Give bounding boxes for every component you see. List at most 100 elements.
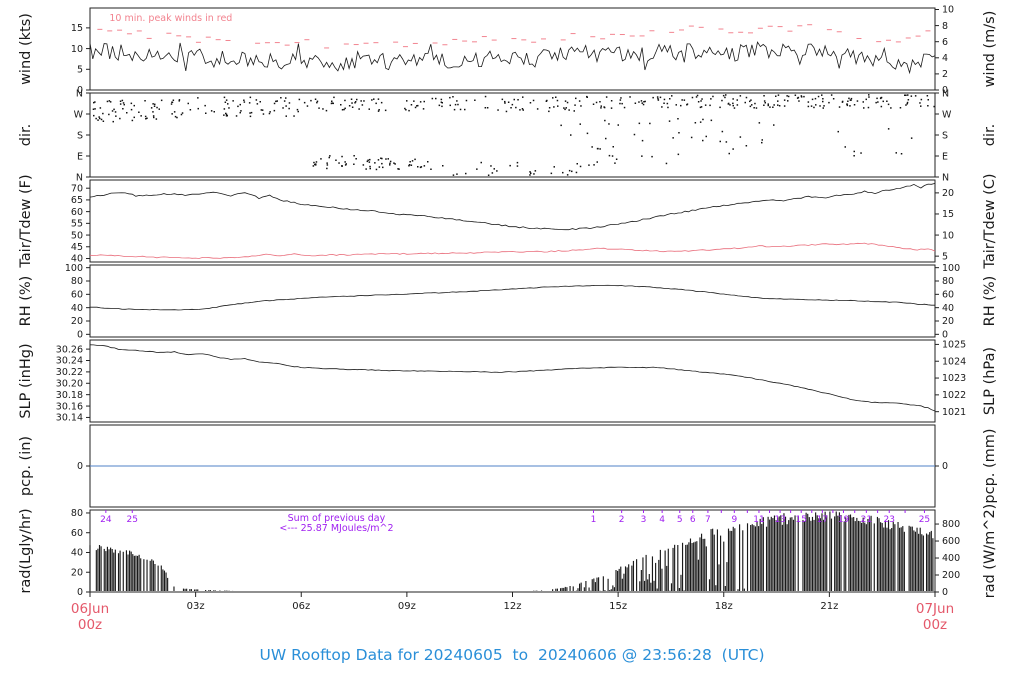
dir-point — [605, 96, 608, 98]
tick-label: 80 — [71, 276, 83, 287]
dir-point — [620, 97, 622, 99]
dir-point — [552, 97, 554, 99]
dir-point — [763, 100, 766, 102]
dir-point — [152, 103, 154, 105]
dir-point — [344, 161, 346, 163]
rad-bar — [696, 541, 698, 591]
tick-label: 0 — [942, 461, 948, 472]
dir-point — [761, 139, 763, 141]
dir-point — [568, 109, 570, 111]
rad-bar — [693, 542, 695, 591]
dir-point — [171, 101, 173, 103]
mj-label: 23 — [884, 515, 895, 525]
dir-point — [239, 111, 241, 114]
dir-point — [557, 105, 559, 107]
dir-point — [178, 99, 181, 101]
rad-bar — [136, 555, 139, 591]
rad-bar — [642, 557, 644, 591]
rad-bar — [688, 542, 690, 591]
dir-point — [895, 152, 897, 154]
rad-bar — [837, 515, 839, 591]
dir-point — [371, 99, 373, 101]
chart-title: UW Rooftop Data for 20240605 to 20240606… — [259, 646, 765, 664]
dir-point — [667, 106, 669, 109]
dir-point — [130, 102, 133, 105]
dir-point — [510, 107, 512, 109]
dir-point — [398, 168, 400, 170]
rad-bar — [773, 515, 776, 591]
dir-point — [454, 103, 457, 106]
dir-point — [764, 102, 766, 104]
tick-label: 5 — [77, 64, 83, 75]
dir-point — [907, 94, 909, 96]
rad-bar — [556, 588, 558, 591]
dir-point — [619, 99, 622, 101]
dir-point — [119, 103, 122, 105]
tick-label: 1022 — [942, 390, 966, 401]
dir-point — [99, 107, 102, 109]
dir-point — [794, 94, 797, 96]
dir-point — [99, 117, 101, 120]
dir-point — [732, 98, 734, 100]
dir-point — [293, 115, 295, 117]
dir-point — [683, 99, 686, 101]
tick-label: 30.24 — [56, 356, 83, 367]
panel-rh: 0 20 40 60 80 100 0 20 40 60 80 100 RH (%) RH (%) — [18, 263, 998, 341]
dir-point — [767, 104, 769, 107]
rad-bar — [626, 567, 628, 591]
rad-bar — [620, 566, 622, 591]
rad-bar — [803, 521, 806, 591]
tick-label: 5 — [942, 251, 948, 262]
dir-point — [868, 96, 870, 98]
rad-bar — [149, 560, 151, 591]
dir-point — [712, 95, 714, 98]
dir-point — [786, 95, 788, 97]
rad-bar — [816, 515, 818, 591]
rad-bar — [811, 516, 814, 591]
rad-bar — [925, 533, 928, 591]
dir-point — [798, 100, 800, 102]
dir-point — [725, 94, 727, 96]
dir-point — [910, 137, 913, 139]
rad-bar — [670, 583, 673, 591]
dir-point — [356, 98, 358, 101]
tick-label: 40 — [71, 548, 83, 559]
tick-label: 0 — [942, 587, 948, 598]
rad-bar — [750, 525, 752, 591]
dir-point — [225, 115, 228, 117]
dir-point — [699, 106, 702, 109]
rad-bar — [167, 577, 169, 591]
dir-point — [138, 111, 140, 113]
rad-bar — [219, 590, 221, 591]
dir-point — [933, 105, 935, 108]
dir-point — [430, 168, 432, 170]
dir-point — [564, 108, 566, 111]
rad-bar — [853, 517, 855, 591]
dir-point — [841, 101, 844, 103]
rad-bar — [778, 516, 780, 591]
dir-point — [119, 117, 121, 120]
rad-bar — [892, 521, 894, 591]
tick-label: 30.18 — [56, 390, 83, 401]
dir-point — [369, 167, 371, 170]
dir-point — [522, 96, 524, 98]
rad-bar — [758, 526, 760, 591]
tick-label: 60 — [71, 528, 83, 539]
dir-point — [545, 100, 548, 102]
rad-bar — [731, 530, 733, 591]
dir-point — [657, 99, 660, 101]
rad-bar — [135, 555, 137, 591]
dir-point — [721, 99, 723, 102]
dir-point — [348, 105, 351, 107]
rad-bar — [173, 586, 175, 591]
rad-bar — [876, 516, 879, 591]
dir-point — [297, 110, 299, 113]
tick-label: N — [76, 89, 83, 100]
rad-bar — [645, 554, 647, 591]
axis-title-left-dir: dir. — [18, 124, 34, 146]
rad-bar — [596, 577, 598, 591]
rad-bar — [197, 589, 199, 591]
dir-point — [114, 111, 117, 113]
dir-point — [745, 96, 748, 99]
